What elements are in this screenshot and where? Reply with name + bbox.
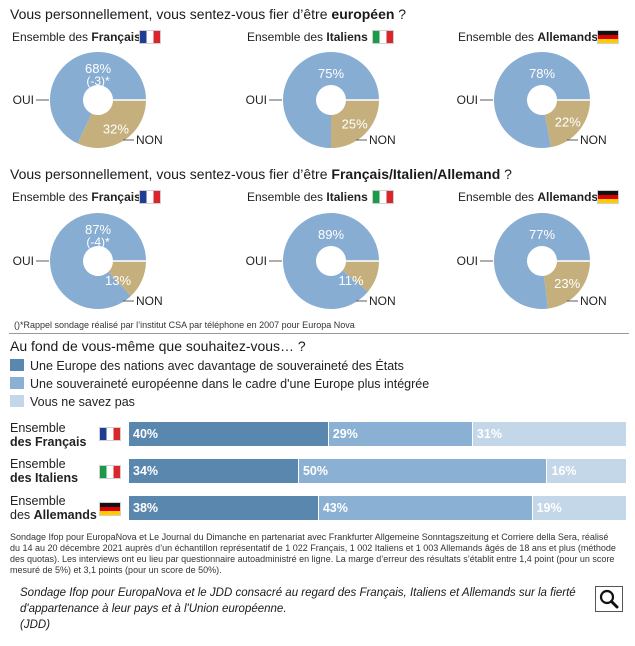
q1-title: Vous personnellement, vous sentez-vous f… [10,6,407,22]
bar-segment: 31% [471,422,626,446]
bar-row-label-fr: Ensemble des Français [10,421,87,449]
label-oui: OUI [13,254,34,268]
magnifier-icon [599,589,619,609]
slice-non [544,100,590,148]
legend-item-dont-know: Vous ne savez pas [10,395,135,409]
donut-charts-q1: 68%(-3)* 32% OUI NON 75% 25% OUI NON 78% 22% OUI NO… [13,52,607,149]
label-oui: OUI [457,254,478,268]
slice-label-oui: 89% [318,227,344,242]
donut-charts-q2: 87%(-4)* 13% OUI NON 89% 11% OUI NON 77% 23% OUI NO… [13,213,607,310]
bar-segment: 43% [317,496,532,520]
slice-oui [283,52,379,148]
donut-q2-0: 87%(-4)* 13% OUI NON [13,213,163,310]
q1-group-it: Ensemble des Italiens [247,30,368,44]
slice-label-non: 32% [103,121,129,136]
label-oui: OUI [246,254,267,268]
slice-label-oui: 78% [529,66,555,81]
italy-flag-icon [99,465,121,479]
zoom-button[interactable] [595,586,623,612]
germany-flag-icon [99,502,121,516]
slice-non [543,261,590,309]
france-flag-icon [139,190,161,204]
slice-label-oui: 77% [529,227,555,242]
label-non: NON [580,133,607,147]
legend-swatch-light [10,395,24,407]
label-oui: OUI [13,93,34,107]
q1-group-de: Ensemble des Allemands [458,30,599,44]
slice-non [331,100,379,148]
q2-group-de: Ensemble des Allemands [458,190,599,204]
image-caption: Sondage Ifop pour EuropaNova et le JDD c… [20,587,576,631]
donut-q1-1: 75% 25% OUI NON [246,52,396,148]
donut-q2-1: 89% 11% OUI NON [246,213,396,310]
france-flag-icon [99,427,121,441]
slice-label-oui: 75% [318,66,344,81]
q2-group-it: Ensemble des Italiens [247,190,368,204]
divider [9,333,629,334]
slice-non [108,261,146,296]
label-non: NON [369,294,396,308]
label-non: NON [580,294,607,308]
slice-oui [49,213,146,310]
label-oui: OUI [246,93,267,107]
donut-q2-2: 77% 23% OUI NON [457,213,607,309]
slice-label-non: 23% [554,276,580,291]
label-non: NON [136,133,163,147]
donut-q1-0: 68%(-3)* 32% OUI NON [13,52,163,148]
slice-label-non: 22% [555,114,581,129]
q2-group-fr: Ensemble des Français [12,190,141,204]
bar-segment: 19% [531,496,626,520]
france-flag-icon [139,30,161,44]
germany-flag-icon [597,30,619,44]
label-non: NON [136,294,163,308]
slice-non [77,100,146,148]
bar-segment: 50% [297,459,547,483]
csa-footnote: ()*Rappel sondage réalisé par l’institut… [14,320,355,330]
slice-oui [494,52,590,149]
bar-segment: 16% [546,459,626,483]
slice-oui [494,213,590,309]
bar-segment: 40% [129,422,328,446]
legend-swatch-dark [10,359,24,371]
bar-row-label-de: Ensemble des Allemands [10,494,97,522]
germany-flag-icon [597,190,619,204]
slice-label-non: 11% [338,273,363,288]
donut-q1-2: 78% 22% OUI NON [457,52,607,149]
bar-row-label-it: Ensemble des Italiens [10,457,79,485]
italy-flag-icon [372,190,394,204]
slice-oui [50,52,146,144]
change-label: (-4)* [86,235,110,249]
legend-item-sovereignty: Une souveraineté européenne dans le cadr… [10,377,429,391]
legend-swatch-mid [10,377,24,389]
q2-title: Vous personnellement, vous sentez-vous f… [10,166,512,182]
legend-item-nations: Une Europe des nations avec davantage de… [10,359,404,373]
label-oui: OUI [457,93,478,107]
slice-label-non: 25% [342,117,368,132]
slice-oui [283,213,379,310]
slice-label-oui: 68% [85,61,111,76]
label-non: NON [369,133,396,147]
slice-label-oui: 87% [85,222,111,237]
slice-label-non: 13% [105,273,131,288]
change-label: (-3)* [86,74,110,88]
slice-non [342,261,379,292]
bar-segment: 38% [129,496,318,520]
bar-segment: 34% [129,459,298,483]
q3-title: Au fond de vous-même que souhaitez-vous…… [10,338,306,354]
q1-group-fr: Ensemble des Français [12,30,141,44]
bar-segment: 29% [327,422,472,446]
italy-flag-icon [372,30,394,44]
methodology-note: Sondage Ifop pour EuropaNova et Le Journ… [10,532,616,575]
